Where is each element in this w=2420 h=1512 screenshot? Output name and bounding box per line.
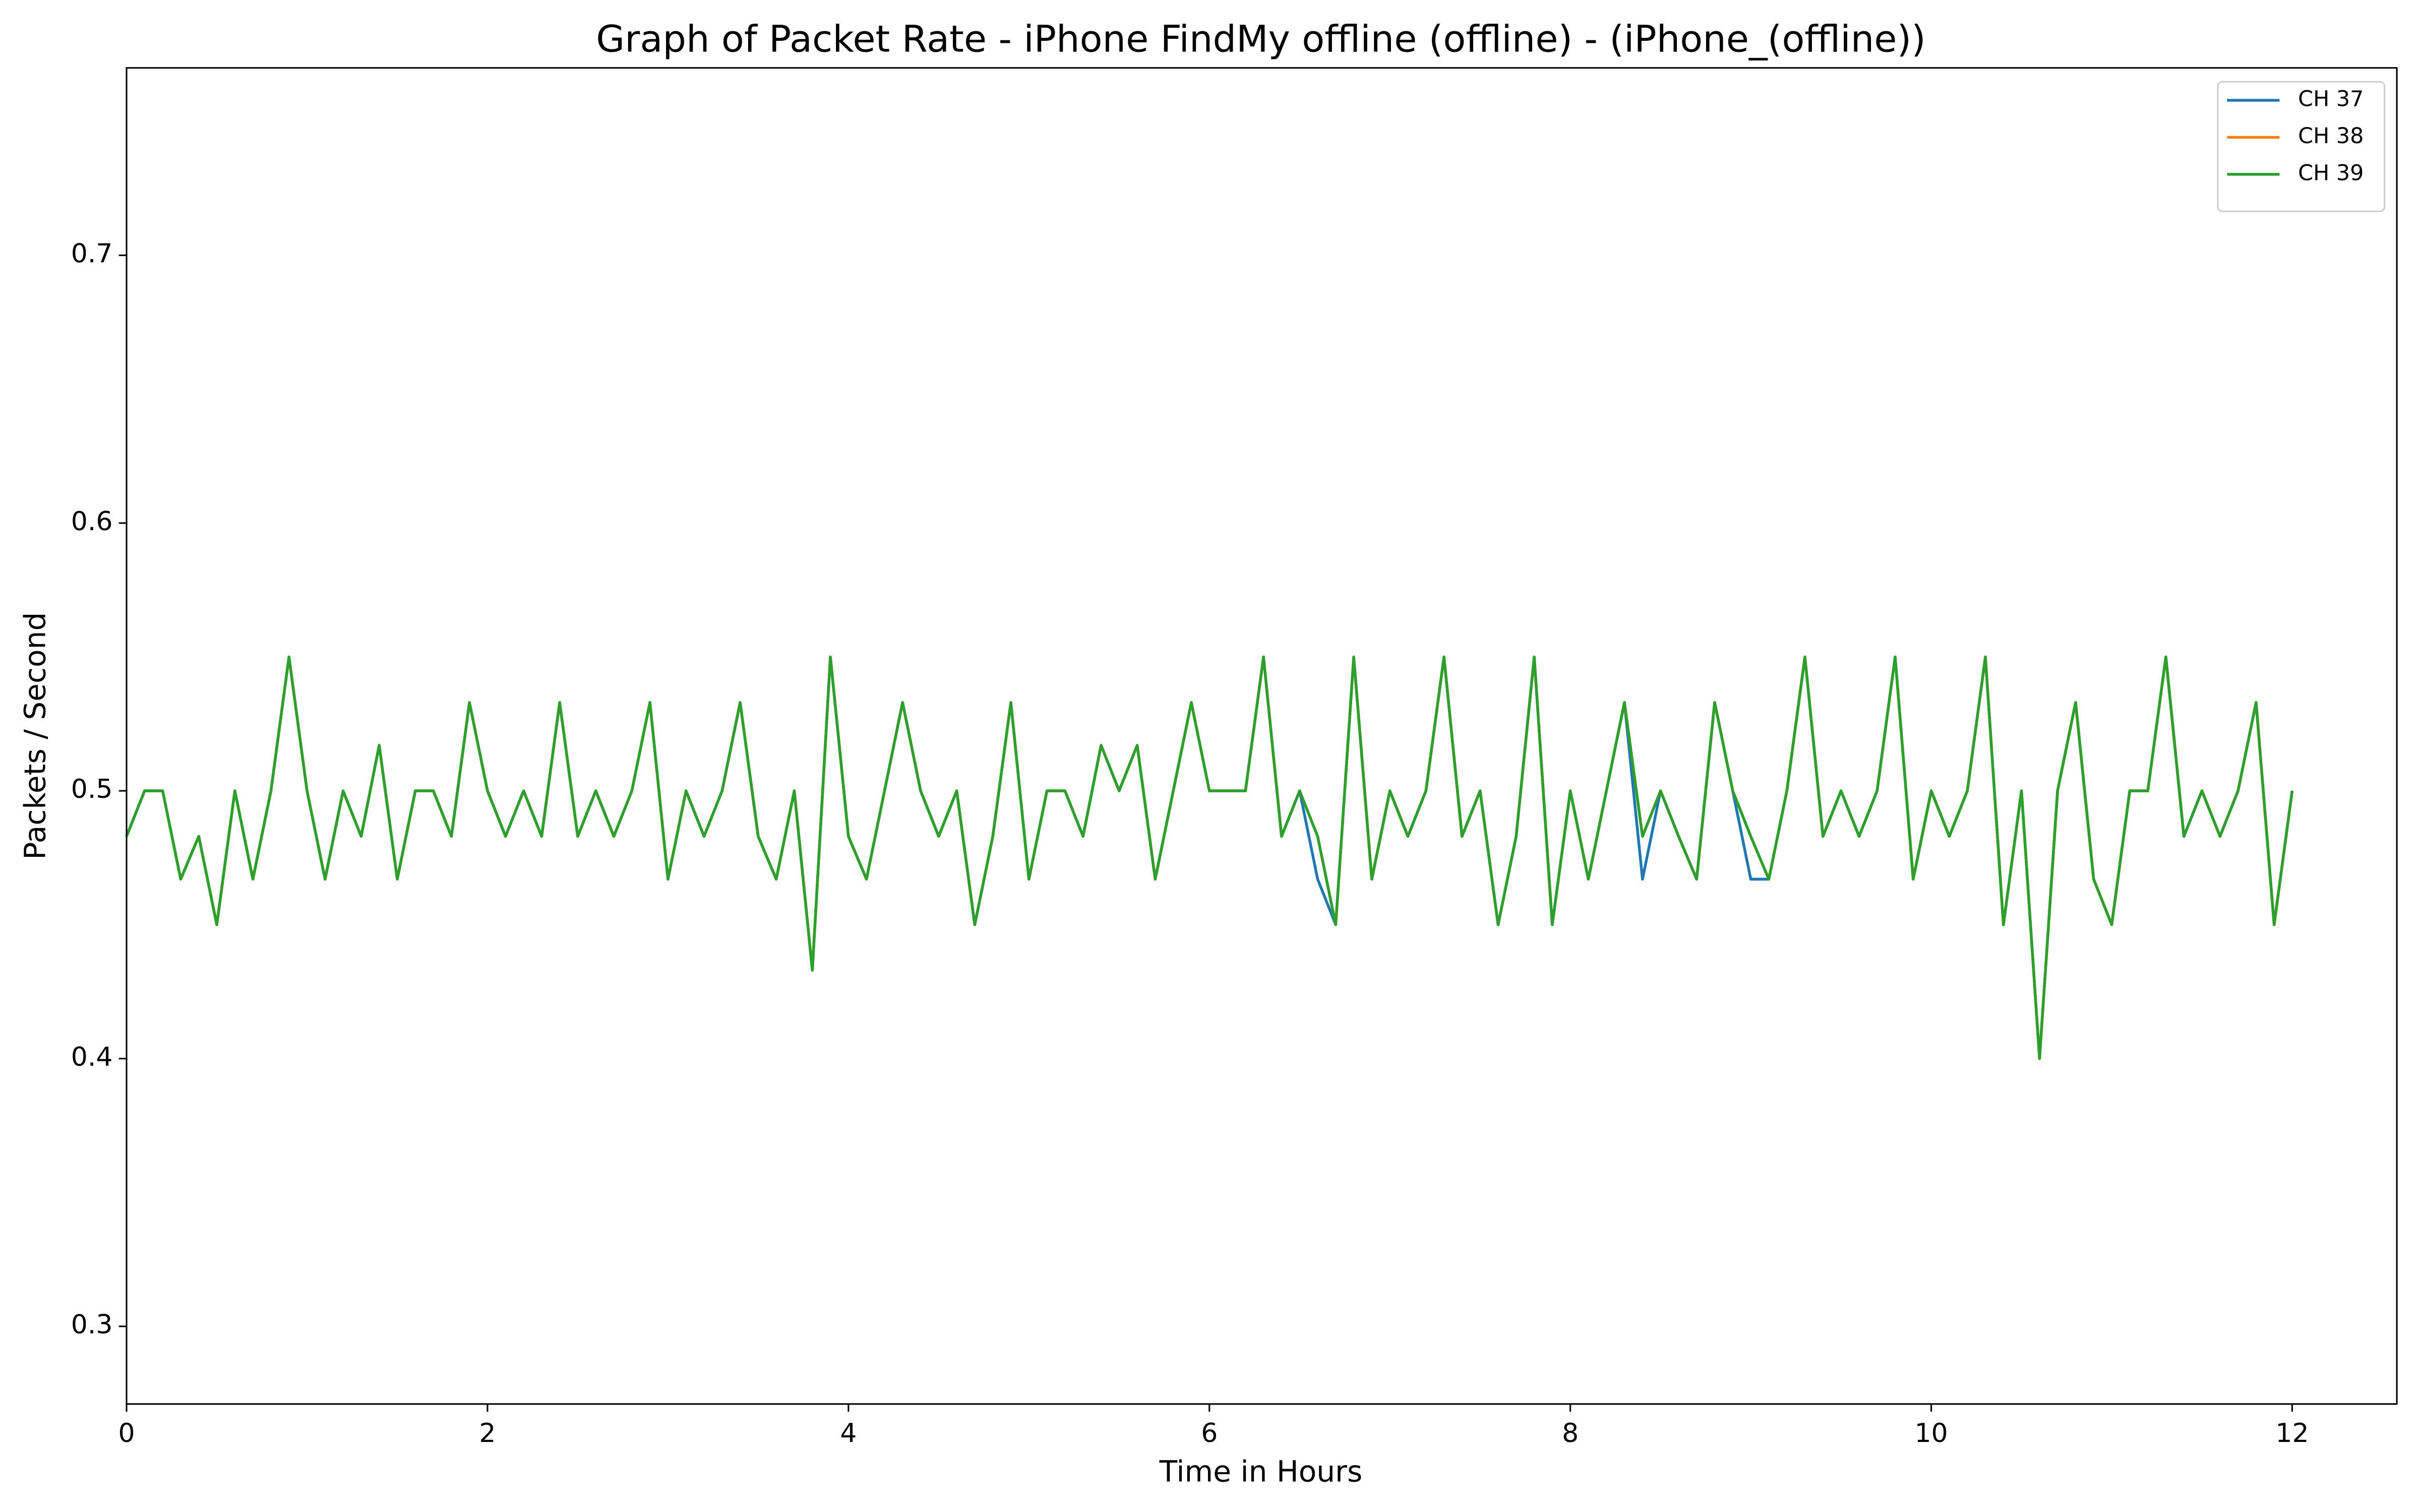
x-tick-label: 10 (1914, 1418, 1948, 1448)
x-tick-label: 8 (1562, 1418, 1579, 1448)
x-tick-label: 12 (2275, 1418, 2309, 1448)
chart-title: Graph of Packet Rate - iPhone FindMy off… (596, 18, 1926, 61)
data-line (125, 655, 2294, 1060)
plot-frame (126, 67, 2398, 1405)
y-tick-label: 0.6 (71, 507, 113, 537)
x-tick-label: 2 (479, 1418, 496, 1448)
data-line (125, 655, 2294, 1060)
y-axis-label: Packets / Second (18, 612, 52, 860)
data-line (125, 655, 2294, 1060)
legend-box (2217, 81, 2386, 212)
y-tick-label: 0.4 (71, 1042, 113, 1072)
y-tick-label: 0.5 (71, 774, 113, 804)
legend-label: CH 39 (2298, 160, 2364, 185)
x-tick-label: 4 (840, 1418, 857, 1448)
x-axis-label: Time in Hours (1159, 1455, 1363, 1489)
x-tick-label: 0 (118, 1418, 135, 1448)
legend-label: CH 38 (2298, 123, 2364, 149)
x-tick-label: 6 (1201, 1418, 1218, 1448)
legend-label: CH 37 (2298, 86, 2364, 111)
y-tick-label: 0.3 (71, 1310, 113, 1340)
y-tick-label: 0.7 (71, 239, 113, 269)
legend: CH 37 CH 38 CH 39 (2217, 81, 2386, 212)
